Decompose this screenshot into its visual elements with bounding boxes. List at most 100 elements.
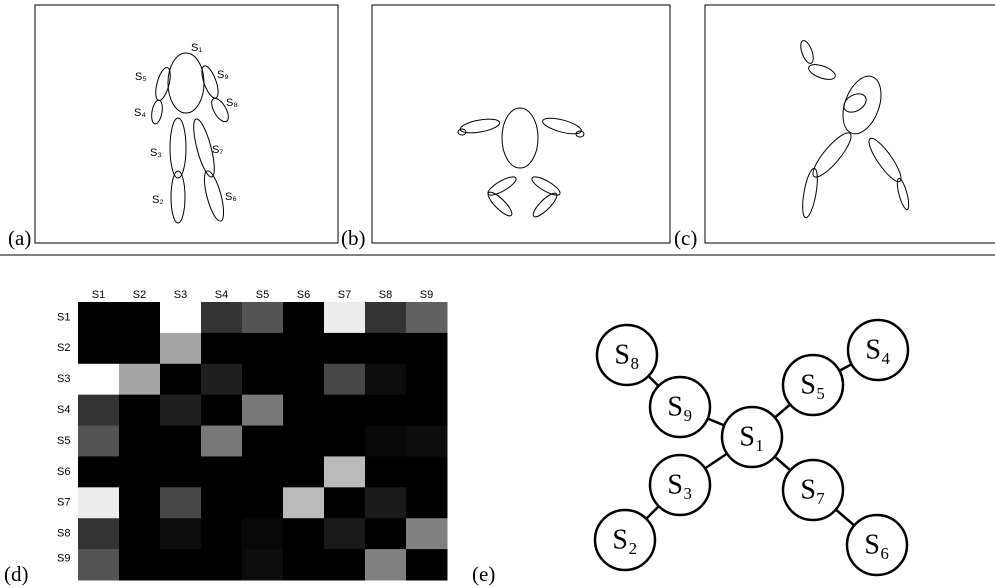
s3-shape	[170, 118, 186, 178]
body-label: S₆	[225, 191, 237, 203]
frame	[705, 5, 995, 243]
node-label: S₃	[667, 469, 692, 500]
row-label: S3	[57, 373, 70, 385]
column-label: S8	[379, 289, 392, 301]
heatmap-cell	[406, 426, 448, 457]
s2-shape	[171, 171, 185, 223]
frame	[372, 5, 670, 243]
s1-shape	[168, 53, 204, 113]
limb	[841, 90, 870, 116]
heatmap-cell	[242, 395, 284, 426]
row-label: S8	[57, 528, 70, 540]
limb	[485, 189, 515, 219]
heatmap-cell	[242, 456, 284, 487]
heatmap-cell	[242, 549, 284, 580]
limb	[798, 39, 816, 65]
heatmap-cell	[78, 302, 120, 333]
heatmap-cell	[283, 302, 325, 333]
heatmap-cell	[201, 518, 243, 549]
heatmap-cell	[365, 487, 407, 518]
heatmap-cell	[119, 302, 161, 333]
column-label: S1	[92, 289, 105, 301]
heatmap-cell	[406, 549, 448, 580]
heatmap-cell	[324, 302, 366, 333]
heatmap-cell	[283, 395, 325, 426]
heatmap-cell	[78, 333, 120, 364]
limb	[541, 115, 583, 137]
heatmap-cell	[119, 333, 161, 364]
heatmap-cell	[324, 518, 366, 549]
heatmap-cell	[160, 549, 202, 580]
row-label: S1	[57, 311, 70, 323]
heatmap-cell	[365, 364, 407, 395]
body-label: S₃	[150, 147, 162, 159]
heatmap-cell	[119, 456, 161, 487]
heatmap-cell	[324, 364, 366, 395]
heatmap-cell	[78, 487, 120, 518]
panel-label: (b)	[341, 226, 366, 250]
body-label: S₁	[191, 42, 202, 54]
heatmap-cell	[324, 456, 366, 487]
heatmap-cell	[201, 333, 243, 364]
heatmap-cell	[324, 487, 366, 518]
heatmap-cell	[365, 395, 407, 426]
heatmap-cell	[201, 487, 243, 518]
limb	[486, 174, 519, 199]
heatmap-cell	[160, 333, 202, 364]
figure: (a)(b)(c)(d)(e)S₁S₅S₉S₈S₄S₃S₇S₂S₆S1S2S3S…	[0, 0, 995, 588]
heatmap-cell	[119, 487, 161, 518]
heatmap-cell	[365, 333, 407, 364]
s6-shape	[201, 169, 228, 223]
body-label: S₉	[217, 69, 229, 81]
heatmap-cell	[119, 426, 161, 457]
torso	[502, 108, 538, 168]
limb	[895, 178, 911, 211]
heatmap-cell	[365, 456, 407, 487]
heatmap-cell	[201, 456, 243, 487]
heatmap-cell	[78, 395, 120, 426]
body-label: S₇	[212, 144, 223, 156]
body-label: S₅	[135, 71, 147, 83]
panel-label: (a)	[8, 226, 31, 250]
heatmap-cell	[160, 395, 202, 426]
heatmap-cell	[406, 456, 448, 487]
column-label: S6	[297, 289, 310, 301]
panel-a	[35, 5, 338, 243]
heatmap-cell	[201, 395, 243, 426]
row-label: S5	[57, 435, 70, 447]
heatmap-cell	[365, 518, 407, 549]
heatmap-cell	[160, 302, 202, 333]
heatmap-cell	[119, 518, 161, 549]
row-label: S4	[57, 404, 70, 416]
panel-b	[372, 5, 670, 243]
body-label: S₈	[226, 97, 238, 109]
heatmap-cell	[324, 395, 366, 426]
limb	[807, 62, 837, 83]
heatmap-cell	[160, 487, 202, 518]
node-label: S₉	[667, 391, 692, 422]
heatmap-cell	[283, 518, 325, 549]
panel-c	[705, 5, 995, 243]
heatmap-cell	[201, 364, 243, 395]
node-label: S₆	[864, 529, 889, 560]
limb	[864, 135, 905, 186]
heatmap-cell	[78, 518, 120, 549]
column-label: S2	[133, 289, 146, 301]
heatmap-cell	[160, 518, 202, 549]
heatmap-cell	[78, 364, 120, 395]
row-label: S6	[57, 466, 70, 478]
heatmap-cell	[78, 549, 120, 580]
heatmap-cell	[324, 333, 366, 364]
heatmap-cell	[283, 456, 325, 487]
node-label: S₁	[739, 421, 764, 452]
heatmap-cell	[283, 426, 325, 457]
heatmap-cell	[283, 364, 325, 395]
heatmap-cell	[160, 426, 202, 457]
heatmap-cell	[283, 549, 325, 580]
heatmap-cell	[406, 333, 448, 364]
frame	[35, 5, 338, 243]
limb	[800, 167, 821, 218]
heatmap-cell	[365, 549, 407, 580]
heatmap-cell	[406, 302, 448, 333]
heatmap-cell	[242, 302, 284, 333]
